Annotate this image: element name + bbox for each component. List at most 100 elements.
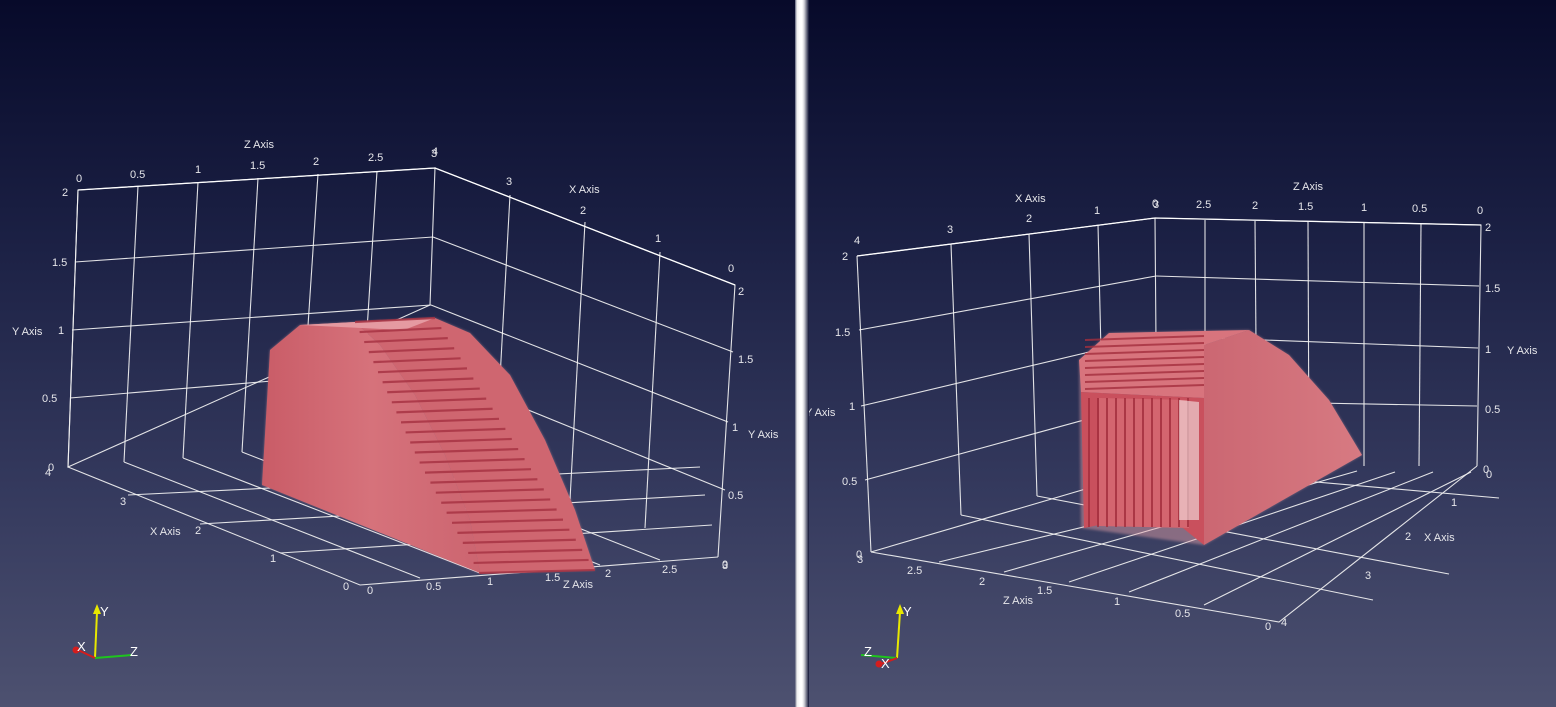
x-tick: 3 (506, 176, 512, 188)
z-tick: 2 (979, 576, 985, 588)
surface-step-line (430, 478, 538, 484)
y-axis-title: Y Axis (748, 429, 779, 441)
y-axis-title: Y Axis (1507, 345, 1538, 357)
z-tick: 0 (76, 173, 82, 185)
surface-step-line (435, 488, 544, 494)
x-tick: 1 (1451, 497, 1457, 509)
y-tick: 0.5 (728, 490, 743, 502)
orient-z-label: Z (864, 644, 872, 659)
surface-step-line (1084, 349, 1205, 355)
surface-step-line (1084, 384, 1205, 390)
orient-x-label: X (881, 656, 890, 671)
z-tick: 3 (431, 148, 437, 160)
z-tick: 2 (605, 568, 611, 580)
z-tick: 0.5 (1175, 608, 1190, 620)
surface-step-line (419, 458, 525, 464)
surface-step-line (373, 357, 461, 364)
z-tick: 2 (1252, 200, 1258, 212)
x-tick: 4 (1281, 617, 1287, 629)
surface-step-line (1084, 363, 1205, 369)
view-splitter[interactable] (795, 0, 809, 707)
z-axis-title: Z Axis (563, 579, 593, 591)
z-axis-title: Z Axis (244, 139, 274, 151)
z-tick: 2.5 (907, 565, 922, 577)
surface-step-line (1084, 356, 1205, 362)
z-tick: 1 (195, 164, 201, 176)
orientation-axes-right: Y Z X (860, 604, 912, 671)
render-view-left[interactable]: Z Axis 0 0.5 1 1.5 2 2.5 3 X Axis 4 3 2 … (0, 0, 795, 707)
y-tick: 0.5 (842, 476, 857, 488)
z-tick: 0.5 (130, 169, 145, 181)
z-tick: 0 (367, 585, 373, 597)
y-tick: 2 (842, 251, 848, 263)
tick-labels-right: X Axis 4 3 2 1 0 Z Axis 3 2.5 2 1.5 1 0.… (809, 181, 1538, 633)
surface-step-line (441, 498, 551, 504)
x-axis-title: X Axis (150, 526, 181, 538)
y-tick: 0 (48, 462, 54, 474)
surface-step-line (462, 538, 576, 544)
y-tick: 0.5 (42, 393, 57, 405)
surface-step-line (359, 326, 442, 334)
scene-right[interactable]: X Axis 4 3 2 1 0 Z Axis 3 2.5 2 1.5 1 0.… (809, 0, 1556, 707)
surface-step-line (396, 407, 493, 414)
surface-step-line (410, 437, 512, 444)
x-tick: 0 (1152, 198, 1158, 210)
z-tick: 1 (1361, 202, 1367, 214)
x-tick: 2 (580, 205, 586, 217)
y-tick: 0 (722, 559, 728, 571)
y-tick: 0 (856, 549, 862, 561)
surface-step-line (368, 347, 455, 354)
y-tick: 2 (62, 187, 68, 199)
surface-step-line (387, 387, 480, 394)
x-tick: 4 (432, 146, 438, 158)
y-tick: 1 (58, 325, 64, 337)
z-tick: 1.5 (1298, 201, 1313, 213)
surface-step-line (354, 316, 436, 324)
x-axis-title: X Axis (569, 184, 600, 196)
surface-step-line (377, 367, 468, 374)
surface-step-line (391, 397, 487, 404)
surface-left (262, 316, 596, 575)
surface-step-line (457, 528, 570, 534)
y-tick: 1 (732, 422, 738, 434)
z-tick: 1.5 (545, 572, 560, 584)
x-axis-title: X Axis (1424, 532, 1455, 544)
y-tick: 2 (738, 286, 744, 298)
surface-step-line (424, 468, 532, 474)
y-tick: 0.5 (1485, 404, 1500, 416)
z-tick: 2.5 (662, 564, 677, 576)
z-tick: 0 (1477, 205, 1483, 217)
z-tick: 2.5 (368, 152, 383, 164)
z-tick: 1 (487, 576, 493, 588)
x-tick: 3 (947, 224, 953, 236)
orient-y-label: Y (903, 604, 912, 619)
z-tick: 3 (1153, 199, 1159, 211)
z-tick: 3 (722, 560, 728, 572)
z-tick: 0.5 (1412, 203, 1427, 215)
render-view-right[interactable]: X Axis 4 3 2 1 0 Z Axis 3 2.5 2 1.5 1 0.… (809, 0, 1556, 707)
z-tick: 0 (1265, 621, 1271, 633)
tick-labels-left: Z Axis 0 0.5 1 1.5 2 2.5 3 X Axis 4 3 2 … (12, 139, 779, 597)
surface-right (1079, 330, 1362, 545)
x-tick: 1 (1094, 205, 1100, 217)
y-tick: 2 (1485, 222, 1491, 234)
surface-step-line (1084, 335, 1205, 341)
x-tick: 3 (120, 496, 126, 508)
y-tick: 1.5 (1485, 283, 1500, 295)
y-axis-title: Y Axis (12, 326, 43, 338)
y-tick: 1 (1485, 344, 1491, 356)
orient-x-label: X (77, 639, 86, 654)
surface-step-line (1084, 377, 1205, 383)
surface-step-line (405, 427, 506, 434)
surface-step-line (478, 568, 596, 575)
z-tick: 1 (1114, 596, 1120, 608)
y-tick: 0 (1483, 464, 1489, 476)
x-tick: 2 (1405, 531, 1411, 543)
scene-left[interactable]: Z Axis 0 0.5 1 1.5 2 2.5 3 X Axis 4 3 2 … (0, 0, 795, 707)
x-tick: 4 (45, 467, 51, 479)
z-tick: 1.5 (250, 160, 265, 172)
x-tick: 0 (1486, 469, 1492, 481)
z-axis-title: Z Axis (1003, 595, 1033, 607)
y-axis-title: Y Axis (809, 407, 836, 419)
y-tick: 1.5 (738, 354, 753, 366)
